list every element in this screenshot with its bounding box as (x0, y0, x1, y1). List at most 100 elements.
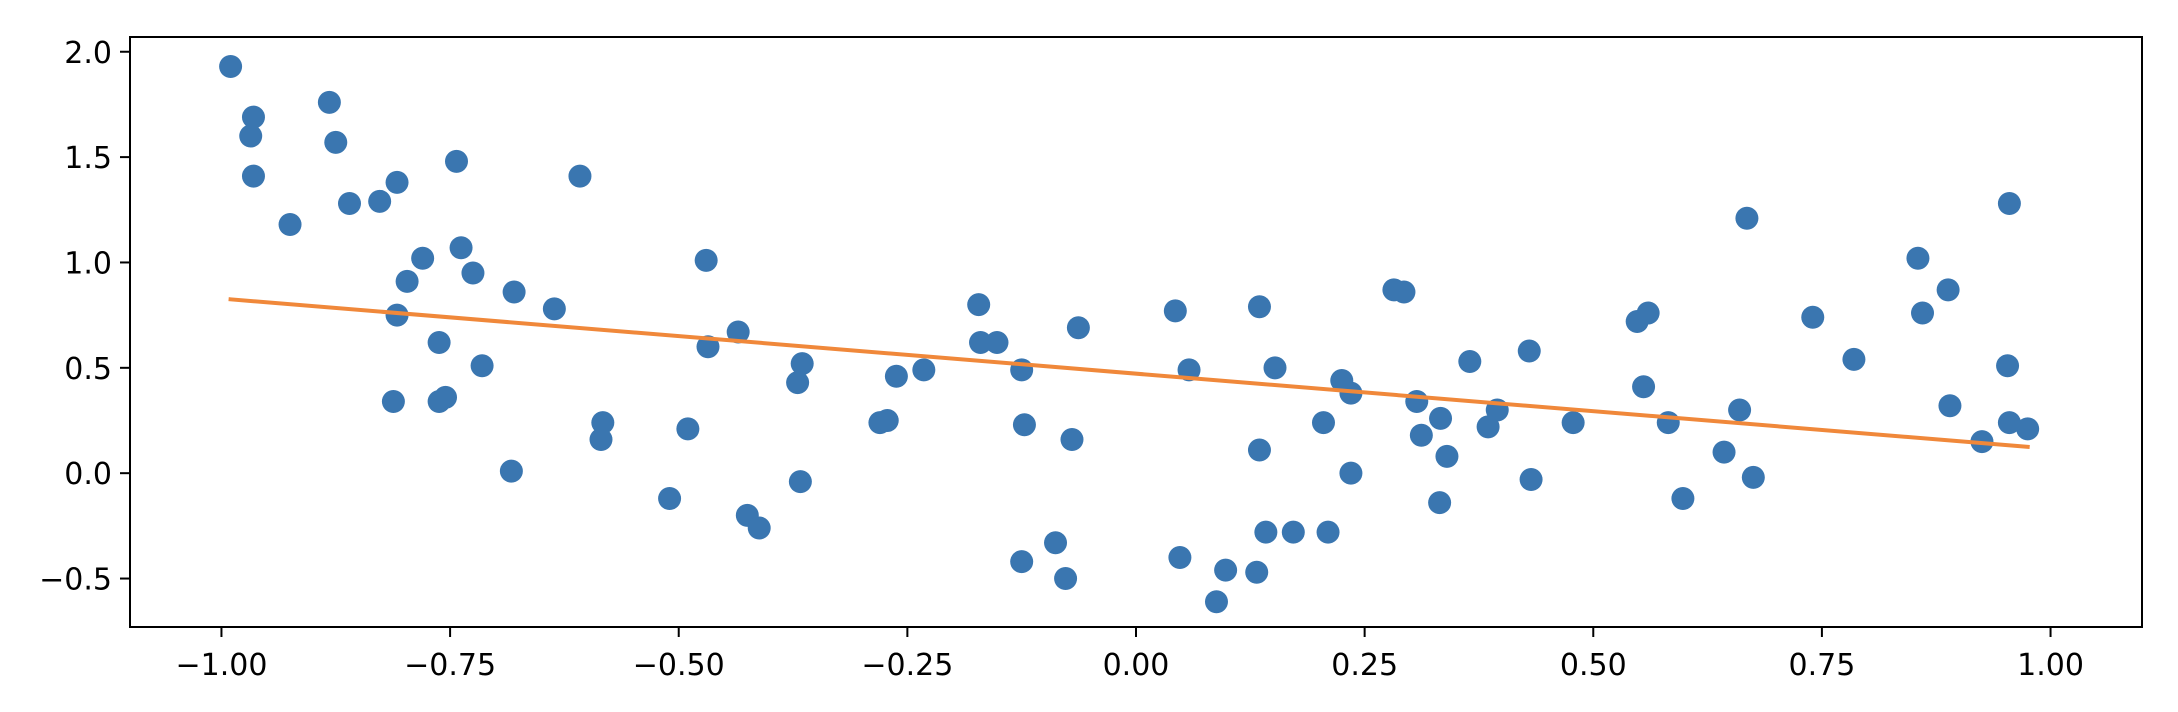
scatter-point (1339, 461, 1363, 485)
plot-area (219, 55, 2040, 614)
scatter-point (790, 352, 814, 376)
x-tick-label: 0.25 (1331, 648, 1398, 683)
scatter-point (1405, 390, 1429, 414)
y-tick-label: 0.5 (64, 352, 112, 387)
scatter-point (589, 427, 613, 451)
y-tick-label: 0.0 (64, 457, 112, 492)
scatter-point (1214, 558, 1238, 582)
scatter-point (385, 303, 409, 327)
scatter-point (1163, 299, 1187, 323)
scatter-point (912, 358, 936, 382)
scatter-point (1735, 206, 1759, 230)
scatter-point (969, 331, 993, 355)
scatter-point (1281, 520, 1305, 544)
x-tick-label: −0.75 (404, 648, 496, 683)
scatter-point (1561, 411, 1585, 435)
scatter-point (317, 90, 341, 114)
scatter-point (788, 470, 812, 494)
scatter-point (1458, 350, 1482, 373)
scatter-point (1409, 423, 1433, 447)
scatter-point (385, 170, 409, 194)
scatter-point (1168, 545, 1192, 569)
scatter-point (1476, 415, 1500, 439)
x-axis: −1.00 −0.75 −0.50 −0.25 0.00 0.25 0.50 0.75 1.00 (175, 627, 2084, 683)
x-tick-label: 1.00 (2017, 648, 2084, 683)
scatter-point (1054, 567, 1078, 591)
x-tick-label: −0.25 (861, 648, 953, 683)
scatter-point (411, 246, 435, 270)
y-tick-label: 1.5 (64, 141, 112, 176)
scatter-point (1996, 354, 2020, 378)
scatter-point (747, 516, 771, 540)
scatter-point (1656, 411, 1680, 435)
scatter-point (1997, 191, 2021, 215)
scatter-point (1938, 394, 1962, 418)
scatter-point (1636, 301, 1660, 325)
scatter-point (337, 191, 361, 215)
y-tick-label: −0.5 (39, 563, 112, 598)
scatter-point (1519, 468, 1543, 491)
x-tick-label: −1.00 (175, 648, 267, 683)
scatter-point (1632, 375, 1656, 399)
scatter-point (1671, 486, 1695, 510)
scatter-point (726, 320, 750, 344)
scatter-point (542, 297, 566, 321)
scatter-point (1254, 520, 1278, 544)
axes-frame (129, 36, 2143, 628)
scatter-point (1012, 413, 1036, 437)
scatter-point (875, 409, 899, 432)
scatter-point (1712, 440, 1736, 464)
scatter-point (1044, 531, 1068, 555)
scatter-point (1517, 339, 1541, 363)
x-tick-label: −0.50 (633, 648, 725, 683)
y-axis: −0.5 0.0 0.5 1.0 1.5 2.0 (39, 36, 130, 598)
scatter-point (324, 130, 348, 154)
scatter-point (985, 331, 1009, 355)
scatter-point (1741, 465, 1765, 489)
x-tick-label: 0.75 (1789, 648, 1856, 683)
scatter-point (2016, 417, 2040, 441)
scatter-point (1428, 491, 1452, 515)
scatter-point (694, 248, 718, 272)
scatter-point (1906, 246, 1930, 270)
y-tick-label: 2.0 (64, 36, 112, 71)
scatter-point (967, 293, 991, 317)
scatter-point (568, 164, 592, 188)
scatter-point (1842, 347, 1866, 371)
scatter-point (368, 189, 392, 213)
scatter-point (1247, 295, 1271, 319)
scatter-point (1801, 305, 1825, 329)
scatter-point (241, 164, 265, 188)
scatter-point (1204, 590, 1228, 614)
scatter-point (1010, 550, 1034, 574)
scatter-point (676, 417, 700, 441)
scatter-point (461, 261, 485, 285)
scatter-point (1263, 356, 1287, 380)
scatter-point (427, 390, 451, 414)
scatter-point (1316, 520, 1340, 544)
y-tick-label: 1.0 (64, 246, 112, 281)
scatter-point (219, 55, 243, 78)
scatter-point (1311, 411, 1335, 435)
scatter-point (1997, 411, 2021, 435)
scatter-point (884, 364, 908, 388)
scatter-point (1728, 398, 1752, 422)
scatter-point (658, 486, 682, 510)
scatter-point (427, 331, 451, 355)
scatter-point (1392, 280, 1416, 304)
x-tick-label: 0.00 (1103, 648, 1170, 683)
scatter-point (1429, 406, 1453, 430)
scatter-point (239, 124, 263, 148)
scatter-point (786, 371, 810, 395)
scatter-point (278, 213, 302, 237)
scatter-point (449, 236, 473, 260)
x-tick-label: 0.50 (1560, 648, 1627, 683)
scatter-point (502, 280, 526, 304)
scatter-point (1247, 438, 1271, 462)
scatter-point (1245, 560, 1269, 584)
scatter-point (1911, 301, 1935, 325)
scatter-point (591, 411, 615, 435)
scatter-point (470, 354, 494, 378)
scatter-point (395, 269, 419, 293)
scatter-point (444, 149, 468, 173)
